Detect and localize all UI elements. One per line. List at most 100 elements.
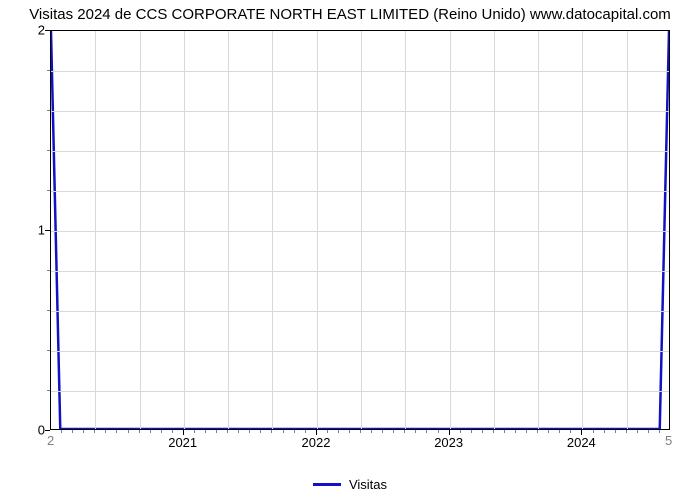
y-tick-label: 0 (5, 423, 45, 438)
plot-area (50, 30, 670, 430)
gridline-horizontal (51, 71, 669, 72)
y-minor-tick-mark (47, 150, 50, 151)
y-minor-tick-mark (47, 110, 50, 111)
x-minor-tick-mark (504, 430, 505, 433)
x-minor-tick-mark (116, 430, 117, 433)
legend-swatch (313, 483, 341, 486)
x-minor-tick-mark (393, 430, 394, 433)
x-minor-tick-mark (139, 430, 140, 433)
gridline-vertical (272, 31, 273, 429)
legend-label: Visitas (349, 477, 387, 492)
gridline-vertical (538, 31, 539, 429)
x-minor-tick-mark (338, 430, 339, 433)
legend-item: Visitas (313, 477, 387, 492)
x-minor-tick-mark (360, 430, 361, 433)
x-minor-tick-mark (161, 430, 162, 433)
gridline-vertical (140, 31, 141, 429)
gridline-vertical (494, 31, 495, 429)
x-tick-mark (581, 430, 582, 435)
x-minor-tick-mark (94, 430, 95, 433)
y-minor-tick-mark (47, 390, 50, 391)
x-minor-tick-mark (415, 430, 416, 433)
x-minor-tick-mark (548, 430, 549, 433)
x-minor-tick-mark (194, 430, 195, 433)
gridline-vertical (582, 31, 583, 429)
y-minor-tick-mark (47, 190, 50, 191)
x-minor-tick-mark (615, 430, 616, 433)
x-tick-label: 2024 (567, 435, 596, 450)
x-minor-tick-mark (648, 430, 649, 433)
gridline-horizontal (51, 191, 669, 192)
y-minor-tick-mark (47, 310, 50, 311)
gridline-vertical (405, 31, 406, 429)
line-series (51, 31, 669, 429)
x-minor-tick-mark (305, 430, 306, 433)
x-minor-tick-mark (471, 430, 472, 433)
x-minor-tick-mark (404, 430, 405, 433)
gridline-vertical (184, 31, 185, 429)
x-minor-tick-mark (150, 430, 151, 433)
x-minor-tick-mark (426, 430, 427, 433)
x-tick-label: 2022 (302, 435, 331, 450)
x-minor-tick-mark (294, 430, 295, 433)
gridline-horizontal (51, 151, 669, 152)
gridline-vertical (95, 31, 96, 429)
y-tick-mark (45, 230, 50, 231)
gridline-horizontal (51, 111, 669, 112)
x-minor-tick-mark (227, 430, 228, 433)
x-minor-tick-mark (172, 430, 173, 433)
x-minor-tick-mark (61, 430, 62, 433)
y-tick-label: 1 (5, 223, 45, 238)
x-minor-tick-mark (260, 430, 261, 433)
x-tick-mark (316, 430, 317, 435)
gridline-vertical (361, 31, 362, 429)
x-minor-tick-mark (128, 430, 129, 433)
x-minor-tick-mark (72, 430, 73, 433)
x-minor-tick-mark (626, 430, 627, 433)
x-tick-mark (183, 430, 184, 435)
gridline-vertical (450, 31, 451, 429)
x-minor-tick-mark (559, 430, 560, 433)
x-minor-tick-mark (604, 430, 605, 433)
y-minor-tick-mark (47, 70, 50, 71)
secondary-label-left: 2 (47, 433, 54, 448)
y-tick-mark (45, 430, 50, 431)
y-minor-tick-mark (47, 270, 50, 271)
x-minor-tick-mark (205, 430, 206, 433)
y-tick-label: 2 (5, 23, 45, 38)
x-tick-label: 2021 (168, 435, 197, 450)
chart-container: Visitas 2024 de CCS CORPORATE NORTH EAST… (0, 0, 700, 500)
x-minor-tick-mark (537, 430, 538, 433)
gridline-horizontal (51, 311, 669, 312)
x-minor-tick-mark (382, 430, 383, 433)
x-minor-tick-mark (271, 430, 272, 433)
x-minor-tick-mark (216, 430, 217, 433)
x-minor-tick-mark (438, 430, 439, 433)
gridline-horizontal (51, 351, 669, 352)
x-minor-tick-mark (482, 430, 483, 433)
legend: Visitas (0, 473, 700, 492)
y-tick-mark (45, 30, 50, 31)
x-minor-tick-mark (83, 430, 84, 433)
x-tick-label: 2023 (434, 435, 463, 450)
gridline-vertical (627, 31, 628, 429)
gridline-vertical (228, 31, 229, 429)
gridline-horizontal (51, 271, 669, 272)
x-minor-tick-mark (238, 430, 239, 433)
x-minor-tick-mark (570, 430, 571, 433)
gridline-horizontal (51, 231, 669, 232)
x-minor-tick-mark (637, 430, 638, 433)
chart-title: Visitas 2024 de CCS CORPORATE NORTH EAST… (0, 6, 700, 23)
x-minor-tick-mark (249, 430, 250, 433)
x-minor-tick-mark (371, 430, 372, 433)
gridline-vertical (317, 31, 318, 429)
x-minor-tick-mark (515, 430, 516, 433)
x-tick-mark (449, 430, 450, 435)
gridline-horizontal (51, 391, 669, 392)
x-minor-tick-mark (105, 430, 106, 433)
x-minor-tick-mark (526, 430, 527, 433)
y-minor-tick-mark (47, 350, 50, 351)
x-minor-tick-mark (460, 430, 461, 433)
x-minor-tick-mark (593, 430, 594, 433)
x-minor-tick-mark (283, 430, 284, 433)
